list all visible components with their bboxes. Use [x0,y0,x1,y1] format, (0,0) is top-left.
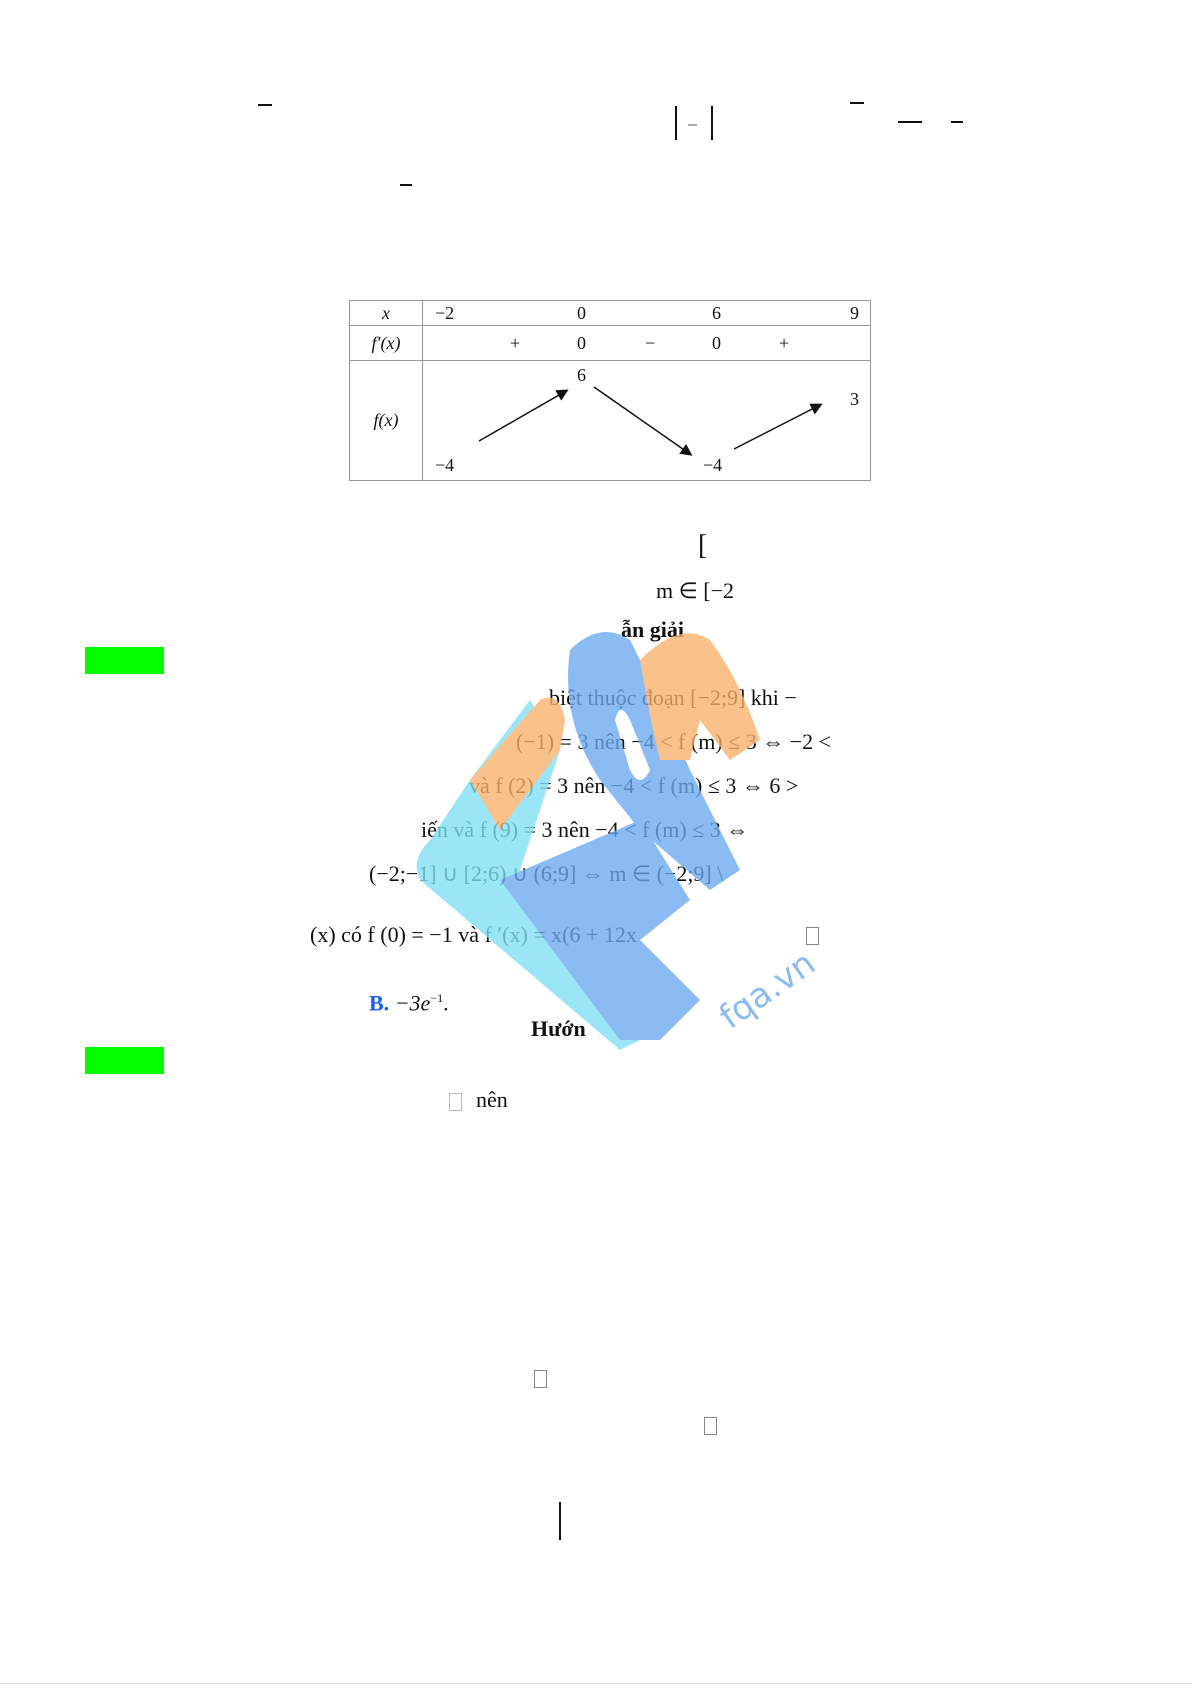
solution-line: iến và f (9) = 3 nên −4 < f (m) ≤ 3 ⇔ [421,817,749,842]
dash-fragment [258,104,272,106]
decreasing-arrow [593,386,693,456]
f-value-max: 6 [577,365,586,385]
sign: + [510,333,521,353]
x-values-row: −2 0 6 9 [422,300,871,326]
watermark-f-orange [470,697,565,830]
sign: 0 [577,333,586,353]
row-label-f: f(x) [349,360,423,481]
watermark-text: fqa.vn [712,943,822,1037]
highlight-marker [85,647,164,674]
missing-glyph-box [704,1417,717,1435]
f-value-start: −4 [435,455,455,475]
derivative-row: + 0 − 0 + [422,325,871,361]
row-label-derivative: f′(x) [349,325,423,361]
dash-fragment [850,102,864,104]
highlight-marker [85,1047,164,1074]
function-row: −4 6 −4 3 [422,360,871,481]
solution-heading: ẫn giải [621,617,684,642]
fraction-bar [898,121,922,123]
m-range-fragment: m ∈ [−2 [656,578,735,603]
solution-line: (−2;−1] ∪ [2;6) ∪ (6;9] ⇔ m ∈ (−2;9] \ [369,861,724,886]
page-bottom-edge [0,1683,1192,1684]
option-b[interactable]: B. −3e−1. [369,985,449,1016]
sign: 0 [712,333,721,353]
dash-fragment [951,121,963,123]
solution-line: biệt thuộc đoạn [−2;9] khi − [549,685,797,710]
watermark-q-blue [568,632,740,890]
dash-fragment [400,184,412,186]
f-value-min: −4 [703,455,723,475]
missing-glyph-box [534,1370,547,1388]
increasing-arrow [478,389,569,442]
sign: + [779,333,790,353]
sign: − [645,333,656,353]
guide-heading: Hướn [531,1016,586,1041]
option-b-label: B. [369,990,390,1016]
increasing-arrow [733,403,823,450]
x-value: −2 [435,303,455,323]
variation-arrows [478,386,823,456]
x-value: 6 [712,303,721,323]
x-value: 9 [850,303,859,323]
vertical-bar-fragment [559,1502,561,1540]
absolute-value-bars [675,106,713,140]
missing-glyph-box [449,1093,462,1111]
row-label-x: x [349,300,423,326]
x-value: 0 [577,303,586,323]
option-b-value: −3e [394,990,431,1016]
f-value-end: 3 [850,389,859,409]
solution-line: và f (2) = 3 nên −4 < f (m) ≤ 3 ⇔ 6 > [469,773,799,798]
variation-table: x −2 0 6 9 f′(x) + 0 − 0 + f(x) −4 6 −4 … [349,300,871,481]
question-line: (x) có f (0) = −1 và f ′(x) = x(6 + 12x [310,922,637,947]
option-b-dot: . [443,990,449,1016]
missing-glyph-box [806,927,819,945]
dash-fragment [688,124,697,126]
solution-line: (−1) = 3 nên −4 < f (m) ≤ 3 ⇔ −2 < [516,729,832,754]
option-b-exponent: −1 [430,991,444,1005]
nen-fragment: nên [476,1087,508,1112]
bracket-fragment: [ [698,530,708,561]
